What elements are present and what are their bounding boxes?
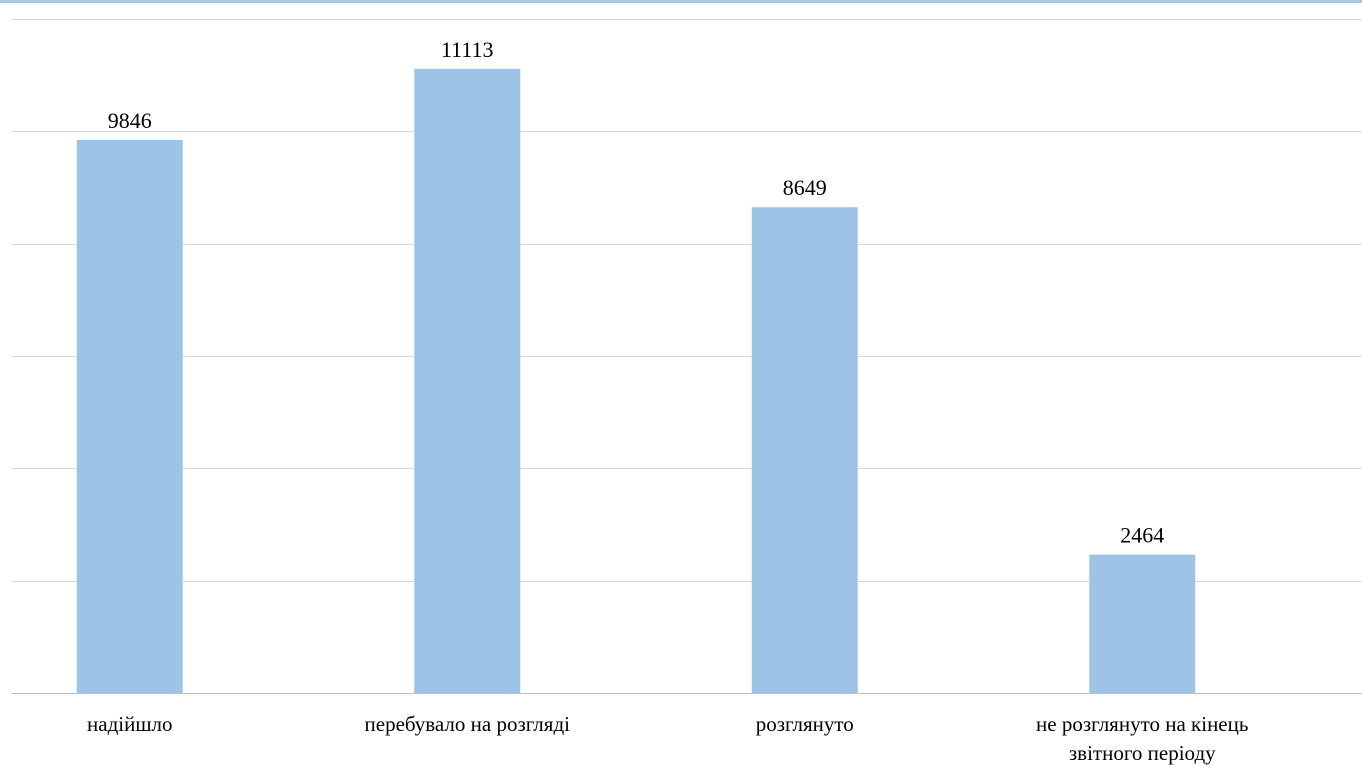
data-label: 11113 <box>441 37 494 62</box>
data-label: 9846 <box>108 108 152 133</box>
bar-chart: 9846 11113 8649 2464 надійшло перебувало на … <box>12 19 1362 765</box>
category-label: не розглянуто на кінець <box>1036 712 1248 736</box>
data-labels: 9846 11113 8649 2464 <box>108 37 1165 548</box>
category-label: розглянуто <box>756 712 854 736</box>
gridlines <box>12 19 1362 694</box>
category-label: надійшло <box>87 712 172 736</box>
bars <box>76 68 1196 694</box>
data-label: 8649 <box>783 175 827 200</box>
category-labels: надійшло перебувало на розгляді розглянуто… <box>87 712 1248 765</box>
bar <box>76 139 183 693</box>
category-label: перебувало на розгляді <box>365 712 571 736</box>
bar <box>751 207 858 694</box>
bar <box>414 68 521 694</box>
bar <box>1089 554 1196 693</box>
category-label: звітного періоду <box>1069 741 1216 765</box>
data-label: 2464 <box>1120 523 1164 548</box>
